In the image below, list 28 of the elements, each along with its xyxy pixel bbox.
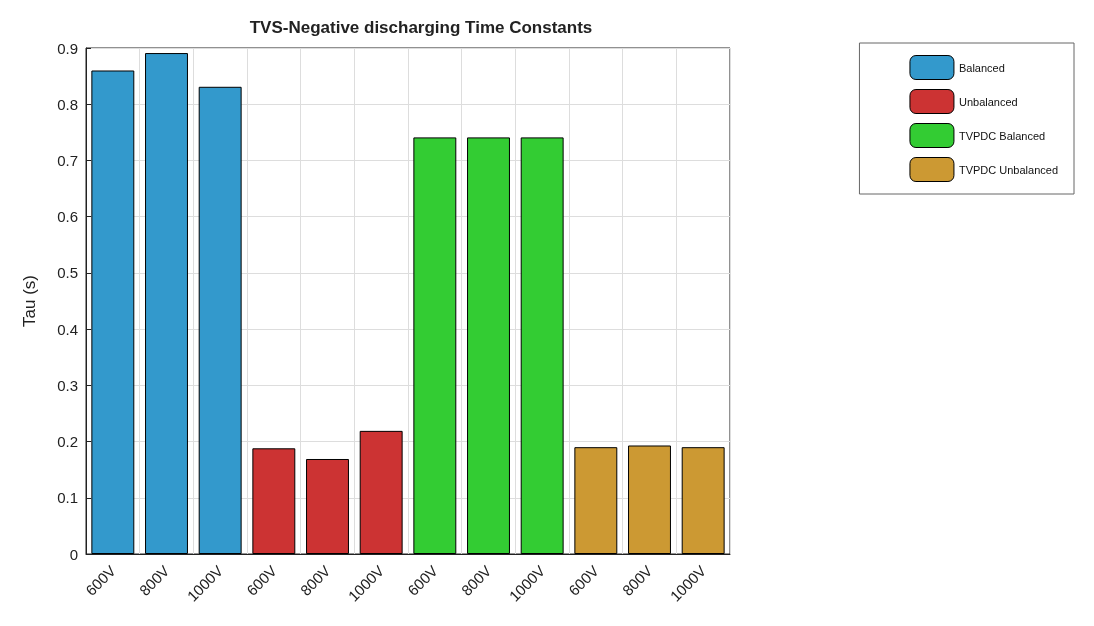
bar [413,137,457,554]
y-tick-label: 0.5 [57,264,78,282]
y-tick-label: 0.3 [57,376,78,394]
legend-label: Unbalanced [958,95,1018,108]
legend-label: TVPDC Unbalanced [958,163,1059,176]
bar [252,448,296,554]
bar [198,86,242,554]
y-tick-label: 0 [69,545,78,563]
bar [681,447,725,554]
chart-title: TVS-Negative discharging Time Constants [249,18,593,37]
bar [91,70,135,554]
y-tick-label: 0.9 [57,39,78,57]
bar [145,53,188,554]
bar [359,430,403,554]
y-axis-title: Tau (s) [20,275,39,327]
bar [520,137,564,554]
y-tick-label: 0.4 [57,320,78,338]
y-tick-label: 0.1 [57,489,78,507]
y-tick-label: 0.7 [57,151,78,169]
bar [574,447,618,554]
bar [306,458,349,554]
bar [628,445,671,554]
legend-label: TVPDC Balanced [958,129,1046,142]
y-tick-label: 0.8 [57,95,78,113]
bar [467,137,510,554]
y-tick-label: 0.6 [57,208,78,226]
y-tick-label: 0.2 [57,433,78,451]
legend-label: Balanced [958,61,1005,74]
